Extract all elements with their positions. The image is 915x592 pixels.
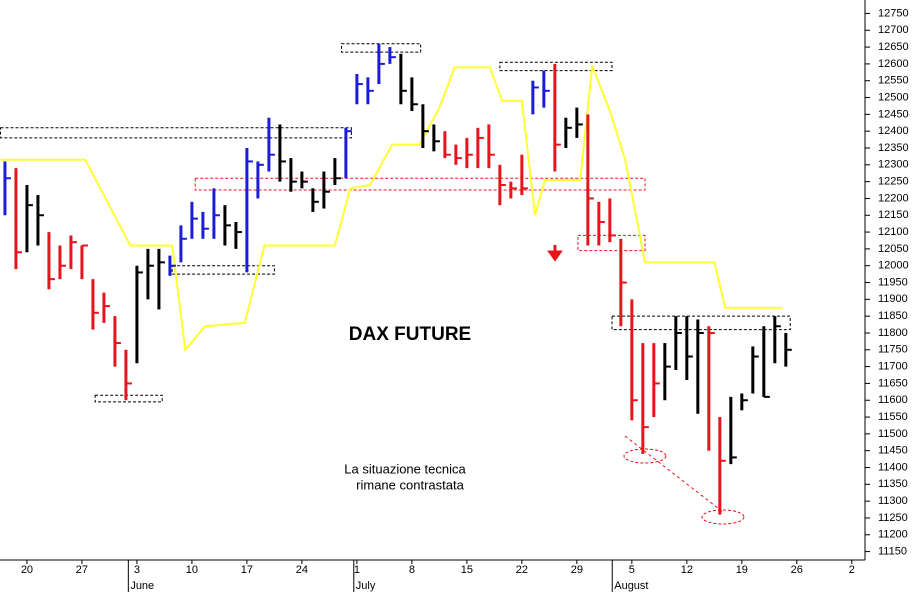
x-tick-label: 15: [461, 564, 473, 576]
month-label: June: [130, 580, 154, 592]
y-tick-label: 12250: [878, 176, 909, 188]
y-tick-label: 11800: [878, 327, 908, 339]
y-tick-label: 11700: [878, 361, 908, 373]
x-tick-label: 20: [21, 564, 33, 576]
annotation: rimane contrastata: [356, 477, 464, 492]
y-tick-label: 11400: [878, 461, 908, 473]
x-tick-label: 17: [241, 564, 253, 576]
x-tick-label: 3: [134, 564, 140, 576]
x-tick-label: 29: [571, 564, 583, 576]
level-box: [340, 43, 422, 53]
y-tick-label: 12700: [878, 24, 909, 36]
y-tick-label: 12450: [878, 108, 909, 120]
y-tick-label: 12500: [878, 91, 909, 103]
y-tick-label: 12650: [878, 41, 909, 53]
chart-title: DAX FUTURE: [349, 324, 471, 345]
y-tick-label: 12000: [878, 260, 909, 272]
y-tick-label: 12100: [878, 226, 909, 238]
y-tick-label: 12600: [878, 58, 909, 70]
x-tick-label: 22: [516, 564, 528, 576]
x-tick-label: 19: [736, 564, 748, 576]
month-label: July: [356, 580, 376, 592]
x-tick-label: 1: [354, 564, 360, 576]
y-tick-label: 11350: [878, 478, 908, 490]
y-tick-label: 11650: [878, 377, 908, 389]
low-circle: [701, 509, 745, 525]
x-tick-label: 10: [186, 564, 198, 576]
y-tick-label: 11850: [878, 310, 908, 322]
x-tick-label: 5: [629, 564, 635, 576]
x-tick-label: 2: [849, 564, 855, 576]
low-circle: [623, 448, 667, 464]
y-tick-label: 11600: [878, 394, 908, 406]
level-box: [611, 315, 791, 331]
y-tick-label: 11500: [878, 428, 908, 440]
level-box: [0, 127, 352, 139]
y-tick-label: 12300: [878, 159, 909, 171]
y-tick-label: 11250: [878, 512, 908, 524]
y-tick-label: 11450: [878, 445, 908, 457]
y-tick-label: 12050: [878, 243, 909, 255]
y-tick-label: 12400: [878, 125, 909, 137]
level-box: [171, 265, 275, 275]
x-tick-label: 8: [409, 564, 415, 576]
level-box: [194, 177, 646, 191]
month-label: August: [614, 580, 648, 592]
x-tick-label: 12: [681, 564, 693, 576]
y-tick-label: 12200: [878, 192, 909, 204]
y-tick-label: 11550: [878, 411, 908, 423]
overlay-line: [0, 65, 783, 353]
y-tick-label: 11900: [878, 293, 908, 305]
y-tick-label: 11750: [878, 344, 908, 356]
y-tick-label: 11950: [878, 276, 908, 288]
down-arrow: [547, 245, 563, 262]
x-tick-label: 26: [791, 564, 803, 576]
y-tick-label: 12350: [878, 142, 909, 154]
level-box: [577, 234, 646, 252]
x-tick-label: 27: [76, 564, 88, 576]
y-tick-label: 12150: [878, 209, 909, 221]
y-tick-label: 12750: [878, 7, 909, 19]
y-tick-label: 11150: [878, 545, 907, 557]
x-tick-label: 24: [296, 564, 308, 576]
trend-line: [624, 435, 724, 513]
level-box: [94, 394, 163, 403]
y-tick-label: 11200: [878, 529, 908, 541]
y-tick-label: 11300: [878, 495, 908, 507]
annotation: La situazione tecnica: [344, 461, 466, 476]
y-tick-label: 12550: [878, 75, 909, 87]
